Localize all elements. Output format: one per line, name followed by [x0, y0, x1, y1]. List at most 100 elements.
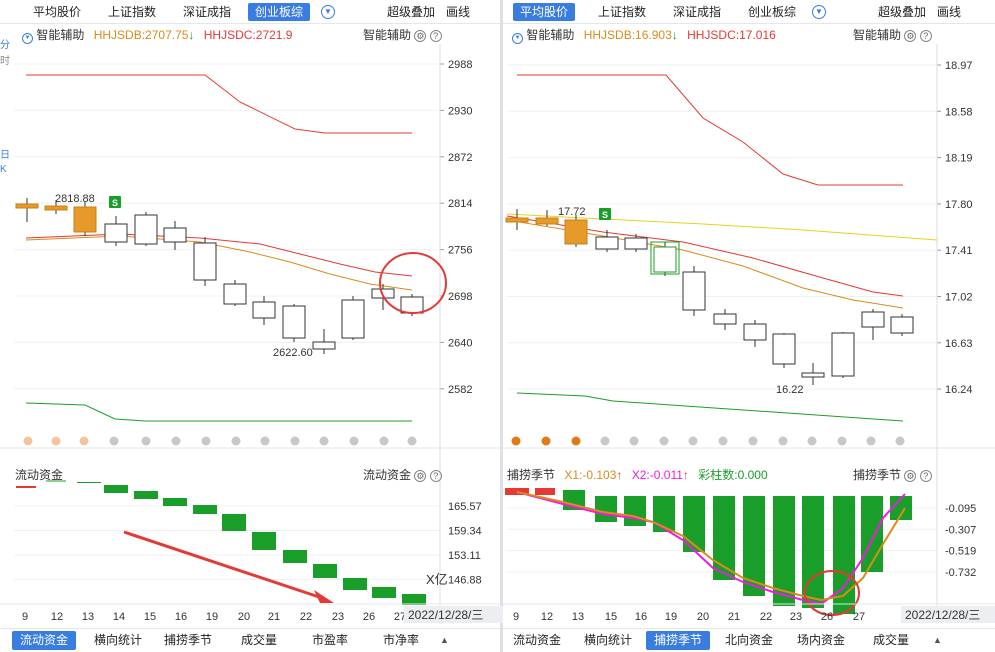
x-tick-label: 19 [665, 611, 677, 623]
day-dot [778, 436, 788, 446]
right-tab-avg-price[interactable]: 平均股价 [513, 3, 576, 21]
fishing-green-bar [683, 496, 705, 552]
y-tick-label: 18.58 [945, 106, 973, 118]
edge-label-fen[interactable]: 分 [0, 40, 10, 51]
date-box [901, 606, 995, 623]
left-btab-fishing-season[interactable]: 捕捞季节 [164, 633, 213, 647]
right-help-icon[interactable]: ? [919, 30, 932, 42]
x-tick-label: 22 [760, 611, 772, 623]
right-btab-fishing-season[interactable]: 捕捞季节 [646, 631, 711, 650]
left-collapse-icon[interactable]: ▲ [440, 635, 449, 645]
sub-y-tick-label: 159.34 [448, 526, 482, 538]
left-price-chart[interactable]: 2988 2930 2872 2814 2756 2698 2640 2582 2818.88 2… [0, 44, 500, 448]
capital-flow-bar [313, 564, 337, 578]
left-indicator-right: 智能辅助 ⚙ ? [363, 27, 442, 43]
left-sub-right-label: 流动资金 [363, 468, 412, 482]
y-tick-label: 17.41 [945, 245, 973, 257]
right-btab-capital-flow[interactable]: 流动资金 [513, 633, 562, 647]
right-sub-x1: X1:-0.103 [564, 468, 617, 482]
right-btab-onfloor-capital[interactable]: 场内资金 [797, 633, 846, 647]
candle-body [223, 283, 247, 305]
left-help-icon[interactable]: ? [429, 30, 442, 42]
left-btab-horizontal-stats[interactable]: 横向统计 [94, 633, 143, 647]
edge-label-k[interactable]: K [0, 164, 7, 175]
day-dot [511, 436, 521, 446]
right-draw-line-button[interactable]: 画线 [937, 5, 962, 19]
y-tick-label: 2930 [448, 105, 472, 117]
right-btab-horizontal-stats[interactable]: 横向统计 [584, 633, 633, 647]
right-btab-northbound[interactable]: 北向资金 [725, 633, 774, 647]
signal-label: S [112, 198, 118, 208]
right-sub-gear-icon[interactable]: ⚙ [904, 470, 917, 482]
right-sub-header: 捕捞季节 X1:-0.103↑ X2:-0.011↑ 彩柱数:0.000 [507, 467, 768, 483]
left-tab-avg-price[interactable]: 平均股价 [33, 5, 82, 19]
left-draw-line-button[interactable]: 画线 [446, 5, 471, 19]
y-tick-label: 16.63 [945, 338, 973, 350]
left-tab-sh-index[interactable]: 上证指数 [108, 5, 157, 19]
day-dot [79, 436, 89, 446]
left-tab-gem[interactable]: 创业板综 [248, 3, 311, 21]
right-tab-gem[interactable]: 创业板综 [748, 5, 797, 19]
right-btab-volume[interactable]: 成交量 [873, 633, 910, 647]
left-sub-help-icon[interactable]: ? [429, 470, 442, 482]
left-btab-pe[interactable]: 市盈率 [312, 633, 349, 647]
right-dc-value: HHJSDC:17.016 [687, 28, 776, 42]
red-circle-annotation [379, 252, 447, 314]
right-indicator-dropdown-icon[interactable]: ▼ [512, 33, 523, 44]
x-tick-label: 23 [332, 611, 344, 623]
left-gear-icon[interactable]: ⚙ [414, 30, 427, 42]
capital-flow-bar [372, 587, 396, 598]
right-gear-icon[interactable]: ⚙ [904, 30, 917, 42]
day-dot [541, 436, 551, 446]
x-tick-label: 13 [82, 611, 94, 623]
x-tick-label: 19 [206, 611, 218, 623]
left-sub-header: 流动资金 [15, 467, 63, 483]
right-sub-help-icon[interactable]: ? [919, 470, 932, 482]
left-sub-name[interactable]: 流动资金 [15, 468, 64, 482]
y-tick-label: 2698 [448, 291, 472, 303]
left-sub-gear-icon[interactable]: ⚙ [414, 470, 427, 482]
day-dot [349, 436, 359, 446]
day-dot [290, 436, 300, 446]
candle-body [15, 203, 39, 209]
hhjsdb-line [506, 219, 904, 309]
red-bar [535, 488, 555, 495]
right-sub-bars: 彩柱数:0.000 [698, 468, 768, 482]
x-tick-label: 26 [821, 611, 833, 623]
signal-label: S [602, 210, 608, 220]
hhjsdc-line [25, 233, 413, 277]
left-dropdown-icon[interactable]: ▼ [321, 5, 335, 19]
left-indicator-name[interactable]: 智能辅助 [36, 28, 85, 42]
right-x1-up-icon: ↑ [616, 468, 623, 482]
right-fishing-season-chart[interactable]: -0.095 -0.307 -0.519 -0.732 9 12 13 15 16 19 20 21 2… [503, 447, 995, 624]
right-tab-sz-index[interactable]: 深证成指 [673, 5, 722, 19]
fishing-green-bar [653, 496, 675, 532]
candle-body [73, 206, 97, 233]
left-tab-sz-index[interactable]: 深证成指 [183, 5, 232, 19]
right-tab-sh-index[interactable]: 上证指数 [598, 5, 647, 19]
right-super-overlay-button[interactable]: 超级叠加 [878, 5, 927, 19]
day-dot [407, 436, 417, 446]
right-dropdown-icon[interactable]: ▼ [812, 5, 826, 19]
right-price-chart[interactable]: 18.97 18.58 18.19 17.80 17.41 17.02 16.63 16.24… [503, 44, 995, 448]
right-indicator-name[interactable]: 智能辅助 [526, 28, 575, 42]
left-btab-capital-flow[interactable]: 流动资金 [12, 631, 77, 650]
x-tick-label: 23 [790, 611, 802, 623]
candle-body [653, 246, 677, 273]
candle-body [193, 242, 217, 281]
upper-band-line [26, 74, 412, 134]
left-btab-pb[interactable]: 市净率 [383, 633, 420, 647]
right-x2-up-icon: ↑ [682, 468, 689, 482]
candle-body [564, 219, 588, 245]
capital-flow-bar [402, 594, 426, 605]
left-btab-volume[interactable]: 成交量 [241, 633, 278, 647]
edge-label-shi[interactable]: 时 [0, 56, 10, 67]
candle-body [104, 223, 128, 243]
right-collapse-icon[interactable]: ▲ [933, 635, 942, 645]
y-tick-label: 2814 [448, 198, 472, 210]
left-super-overlay-button[interactable]: 超级叠加 [387, 5, 436, 19]
left-indicator-dropdown-icon[interactable]: ▼ [22, 33, 33, 44]
right-sub-name[interactable]: 捕捞季节 [507, 468, 556, 482]
edge-label-ri[interactable]: 日 [0, 150, 10, 161]
